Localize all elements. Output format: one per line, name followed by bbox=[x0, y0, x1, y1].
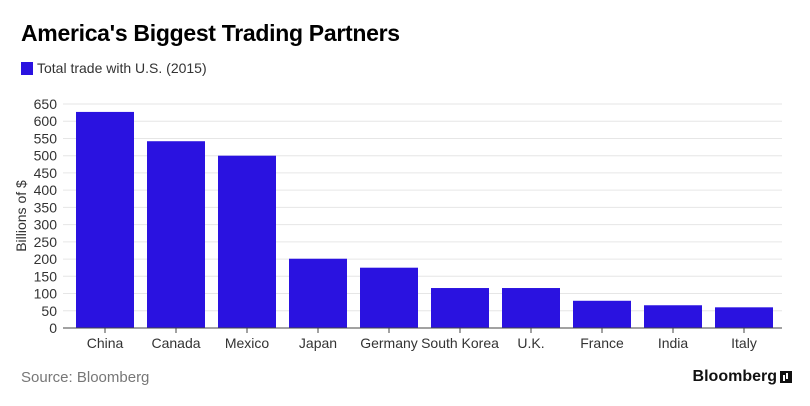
x-tick-label: Italy bbox=[731, 335, 757, 351]
bar bbox=[644, 305, 702, 328]
y-tick-label: 400 bbox=[34, 182, 58, 198]
y-tick-label: 150 bbox=[34, 268, 58, 284]
bar bbox=[715, 307, 773, 328]
bar bbox=[289, 258, 347, 328]
y-tick-label: 0 bbox=[49, 320, 57, 336]
bar bbox=[147, 141, 205, 328]
bloomberg-logo-icon bbox=[780, 371, 792, 383]
y-tick-label: 50 bbox=[41, 303, 57, 319]
bar bbox=[431, 288, 489, 328]
x-tick-label: India bbox=[658, 335, 689, 351]
bar bbox=[360, 267, 418, 328]
source-note: Source: Bloomberg bbox=[21, 369, 150, 386]
y-tick-label: 300 bbox=[34, 217, 58, 233]
y-tick-label: 100 bbox=[34, 286, 58, 302]
bar bbox=[218, 155, 276, 328]
bar bbox=[76, 111, 134, 329]
bar bbox=[573, 300, 631, 328]
y-tick-label: 350 bbox=[34, 199, 58, 215]
x-tick-label: Mexico bbox=[225, 335, 270, 351]
y-tick-label: 250 bbox=[34, 234, 58, 250]
bar bbox=[502, 288, 560, 328]
chart-title: America's Biggest Trading Partners bbox=[21, 20, 400, 46]
y-tick-label: 600 bbox=[34, 113, 58, 129]
y-tick-label: 650 bbox=[34, 96, 58, 112]
y-tick-label: 450 bbox=[34, 165, 58, 181]
y-tick-label: 500 bbox=[34, 148, 58, 164]
axes bbox=[63, 327, 782, 333]
y-tick-label: 550 bbox=[34, 130, 58, 146]
x-tick-label: Canada bbox=[151, 335, 200, 351]
x-tick-label: France bbox=[580, 335, 624, 351]
brand-name: Bloomberg bbox=[692, 368, 777, 385]
legend: Total trade with U.S. (2015) bbox=[21, 60, 207, 76]
x-tick-label: Germany bbox=[360, 335, 418, 351]
legend-label: Total trade with U.S. (2015) bbox=[37, 60, 207, 76]
y-tick-label: 200 bbox=[34, 251, 58, 267]
x-tick-label: U.K. bbox=[517, 335, 544, 351]
x-tick-label: Japan bbox=[299, 335, 337, 351]
x-tick-label: China bbox=[87, 335, 124, 351]
x-tick-label: South Korea bbox=[421, 335, 499, 351]
y-axis-label: Billions of $ bbox=[13, 180, 29, 252]
bars bbox=[76, 111, 773, 329]
legend-swatch bbox=[21, 61, 33, 75]
brand-logo: Bloomberg bbox=[693, 368, 792, 386]
